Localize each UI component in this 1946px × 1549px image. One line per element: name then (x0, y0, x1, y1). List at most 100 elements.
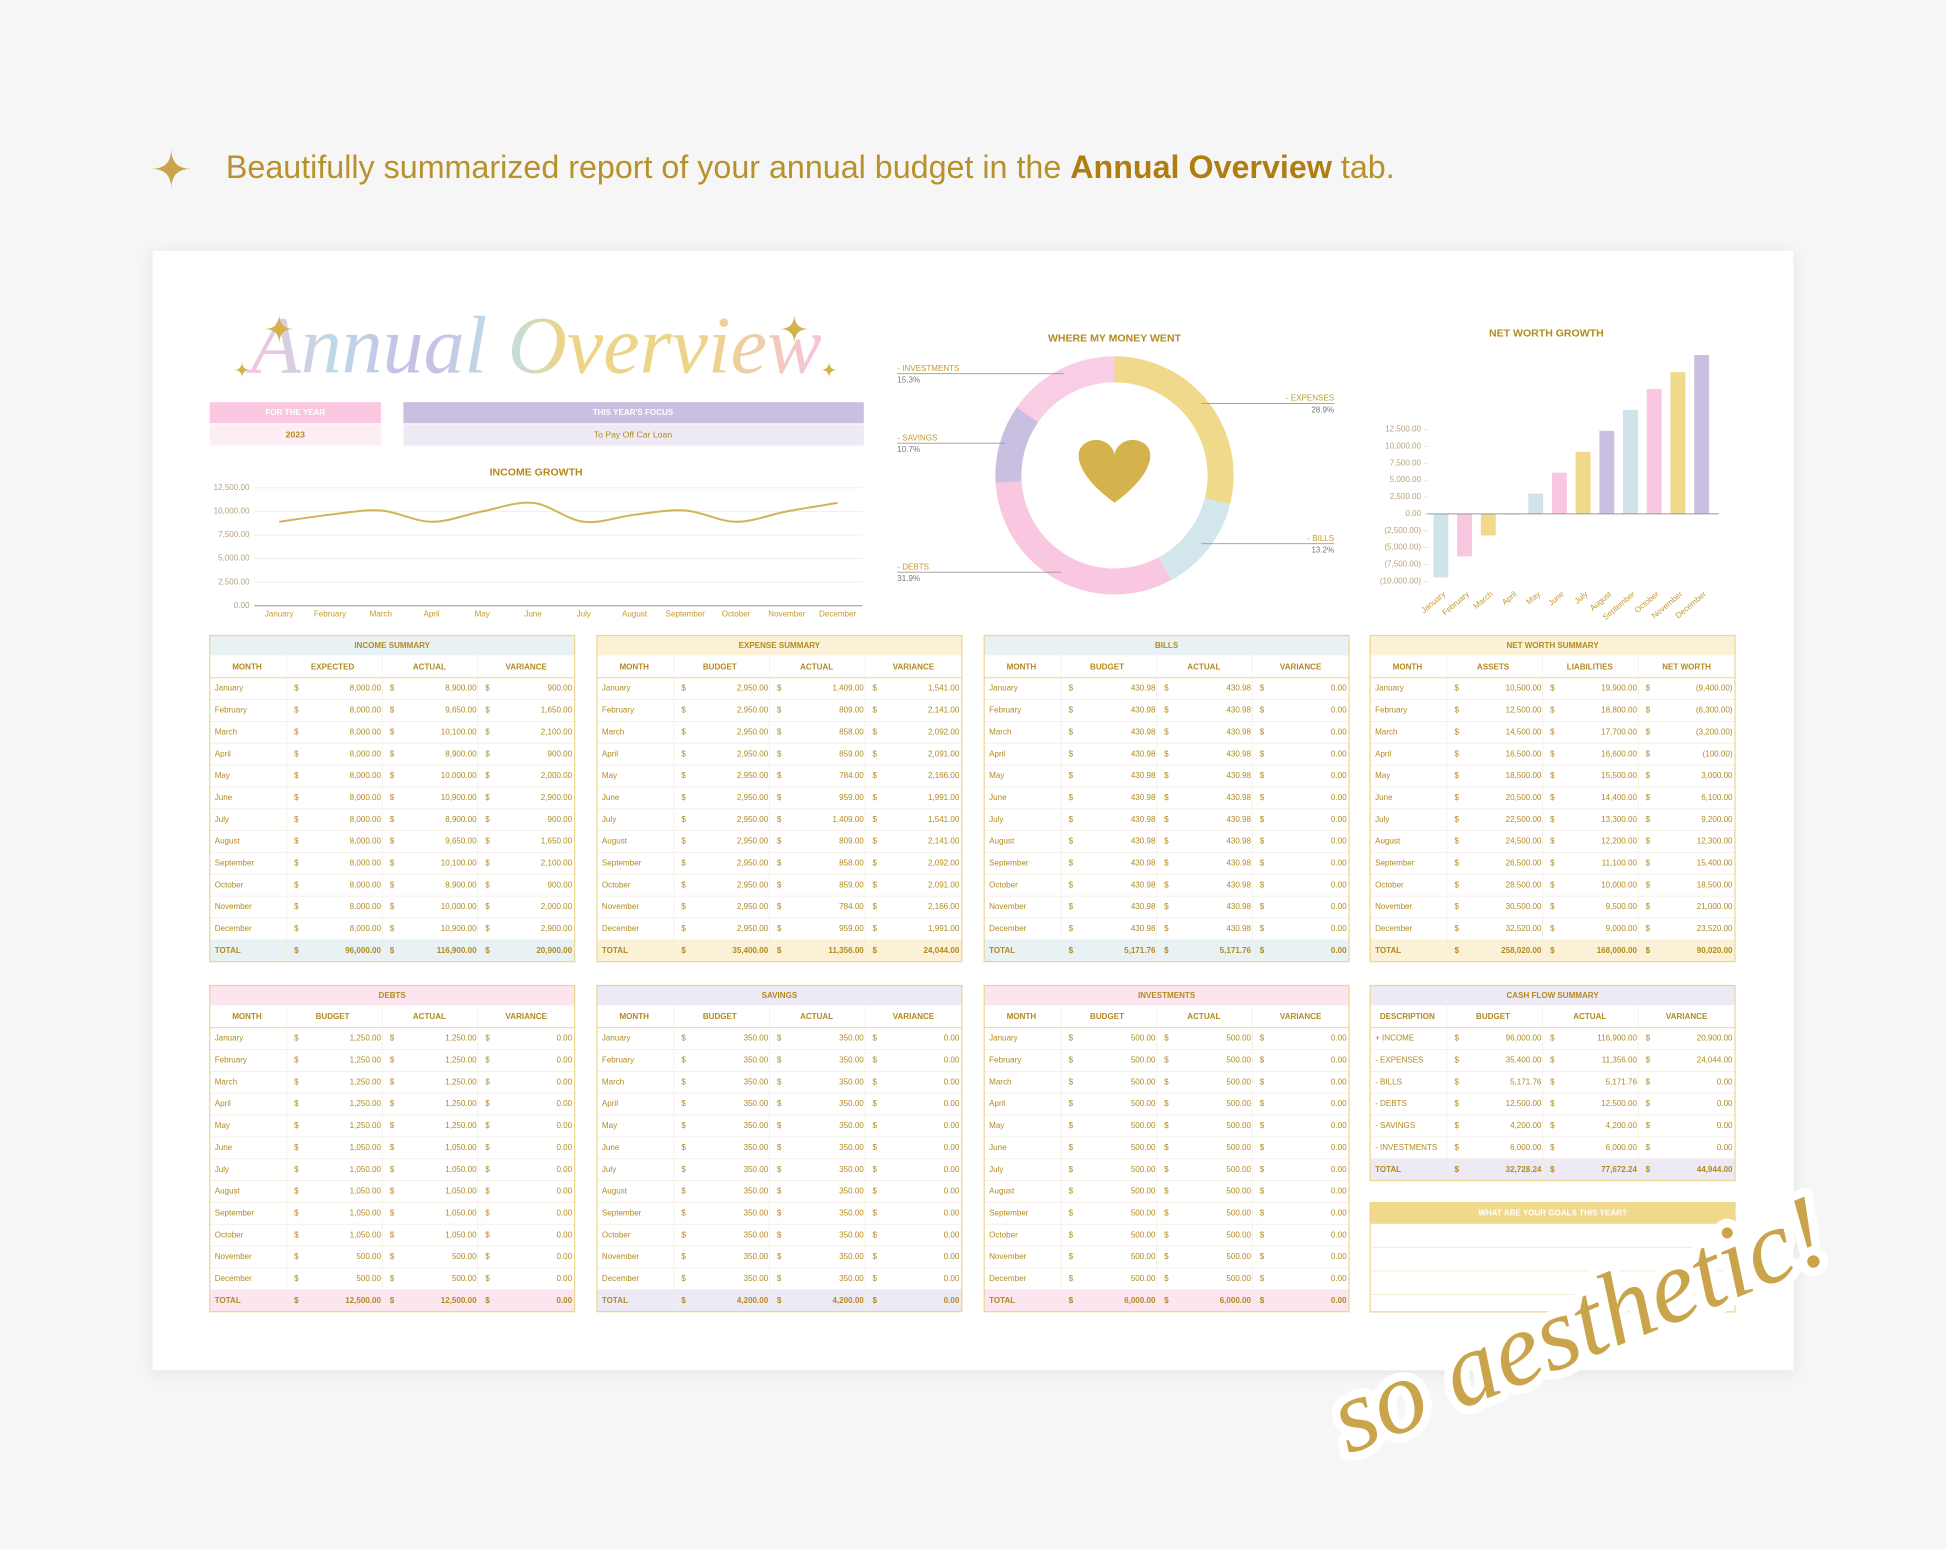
currency-sign: $ (1646, 837, 1651, 846)
cell-value: 116,900.00 (437, 946, 477, 955)
cell-value: 0.00 (944, 1208, 960, 1217)
cell-value: 500.00 (1131, 1034, 1156, 1043)
cell-value: 1,050.00 (350, 1208, 382, 1217)
currency-sign: $ (294, 1034, 299, 1043)
currency-sign: $ (1550, 1165, 1555, 1174)
year: 2023 (286, 429, 305, 439)
currency-sign: $ (390, 1208, 395, 1217)
cell-value: 12,500.00 (1601, 1099, 1637, 1108)
currency-sign: $ (390, 1056, 395, 1065)
cell-value: 0.00 (556, 1165, 572, 1174)
row-label: November (215, 902, 252, 911)
currency-sign: $ (1260, 749, 1265, 758)
cell-value: 430.98 (1131, 727, 1156, 736)
table-bg (596, 985, 962, 1312)
cell-value: 0.00 (944, 1121, 960, 1130)
row-label: + INCOME (1375, 1034, 1415, 1043)
currency-sign: $ (777, 1099, 782, 1108)
table-title-bar (596, 985, 962, 1006)
cell-value: 500.00 (1131, 1056, 1156, 1065)
currency-sign: $ (1550, 1056, 1555, 1065)
currency-sign: $ (681, 880, 686, 889)
bar (1623, 409, 1638, 514)
currency-sign: $ (1069, 837, 1074, 846)
row-label: April (602, 749, 618, 758)
currency-sign: $ (1260, 1208, 1265, 1217)
row-label: September (602, 858, 642, 867)
currency-sign: $ (872, 727, 877, 736)
currency-sign: $ (1455, 706, 1460, 715)
cell-value: 20,900.00 (536, 946, 572, 955)
currency-sign: $ (1260, 902, 1265, 911)
currency-sign: $ (1550, 793, 1555, 802)
row-label: November (1375, 902, 1412, 911)
currency-sign: $ (872, 815, 877, 824)
cell-value: 168,000.00 (1597, 946, 1638, 955)
cell-value: 500.00 (1226, 1099, 1251, 1108)
row-label: December (1375, 924, 1412, 933)
cell-value: 1,250.00 (350, 1121, 382, 1130)
bar (1694, 355, 1710, 514)
row-label: January (215, 684, 244, 693)
cell-value: 4,200.00 (737, 1296, 769, 1305)
cell-value: 2,950.00 (737, 858, 769, 867)
cell-value: 8,900.00 (445, 815, 477, 824)
currency-sign: $ (390, 902, 395, 911)
currency-sign: $ (1550, 1143, 1555, 1152)
total-row-bg (209, 1289, 575, 1312)
cell-value: (6,300.00) (1696, 706, 1733, 715)
currency-sign: $ (390, 793, 395, 802)
currency-sign: $ (872, 880, 877, 889)
cell-value: 12,500.00 (1506, 706, 1542, 715)
cell-value: 8,000.00 (350, 793, 382, 802)
currency-sign: $ (390, 815, 395, 824)
row-label: April (1375, 749, 1391, 758)
currency-sign: $ (872, 924, 877, 933)
currency-sign: $ (777, 858, 782, 867)
currency-sign: $ (872, 1252, 877, 1261)
y-tick-label: 10,000.00 (214, 507, 250, 516)
row-label: December (989, 1274, 1026, 1283)
focus: To Pay Off Car Loan (594, 429, 673, 439)
currency-sign: $ (1646, 1056, 1651, 1065)
row-label: May (215, 1121, 230, 1130)
cell-value: 1,050.00 (350, 1187, 382, 1196)
currency-sign: $ (777, 706, 782, 715)
row-label: August (989, 1187, 1015, 1196)
currency-sign: $ (485, 749, 490, 758)
table-border (1369, 634, 1736, 963)
row-label: May (1375, 771, 1390, 780)
row-label: December (215, 924, 252, 933)
currency-sign: $ (485, 946, 490, 955)
row-label: April (602, 1099, 618, 1108)
currency-sign: $ (1455, 1165, 1460, 1174)
row-label: December (602, 1274, 639, 1283)
cell-value: 26,500.00 (1506, 858, 1542, 867)
cell-value: 96,000.00 (1506, 1034, 1542, 1043)
donut-value-label: 15.3% (897, 376, 920, 385)
currency-sign: $ (294, 749, 299, 758)
currency-sign: $ (1164, 946, 1169, 955)
cell-value: 2,950.00 (737, 727, 769, 736)
cell-value: 24,500.00 (1506, 837, 1542, 846)
currency-sign: $ (777, 837, 782, 846)
cell-value: 430.98 (1226, 727, 1251, 736)
cell-value: 30,500.00 (1506, 902, 1542, 911)
currency-sign: $ (294, 858, 299, 867)
row-label: February (602, 1056, 634, 1065)
currency-sign: $ (1164, 1208, 1169, 1217)
cell-value: 1,991.00 (928, 924, 960, 933)
cell-value: 500.00 (1131, 1252, 1156, 1261)
cell-value: 900.00 (548, 815, 573, 824)
currency-sign: $ (390, 1099, 395, 1108)
currency-sign: $ (872, 1296, 877, 1305)
table-border (596, 984, 963, 1313)
cell-value: 0.00 (1331, 924, 1347, 933)
row-label: February (215, 706, 247, 715)
cell-value: 500.00 (1226, 1056, 1251, 1065)
cell-value: 0.00 (944, 1165, 960, 1174)
currency-sign: $ (1164, 858, 1169, 867)
currency-sign: $ (1164, 684, 1169, 693)
cell-value: 500.00 (1131, 1230, 1156, 1239)
cell-value: 1,250.00 (445, 1099, 477, 1108)
